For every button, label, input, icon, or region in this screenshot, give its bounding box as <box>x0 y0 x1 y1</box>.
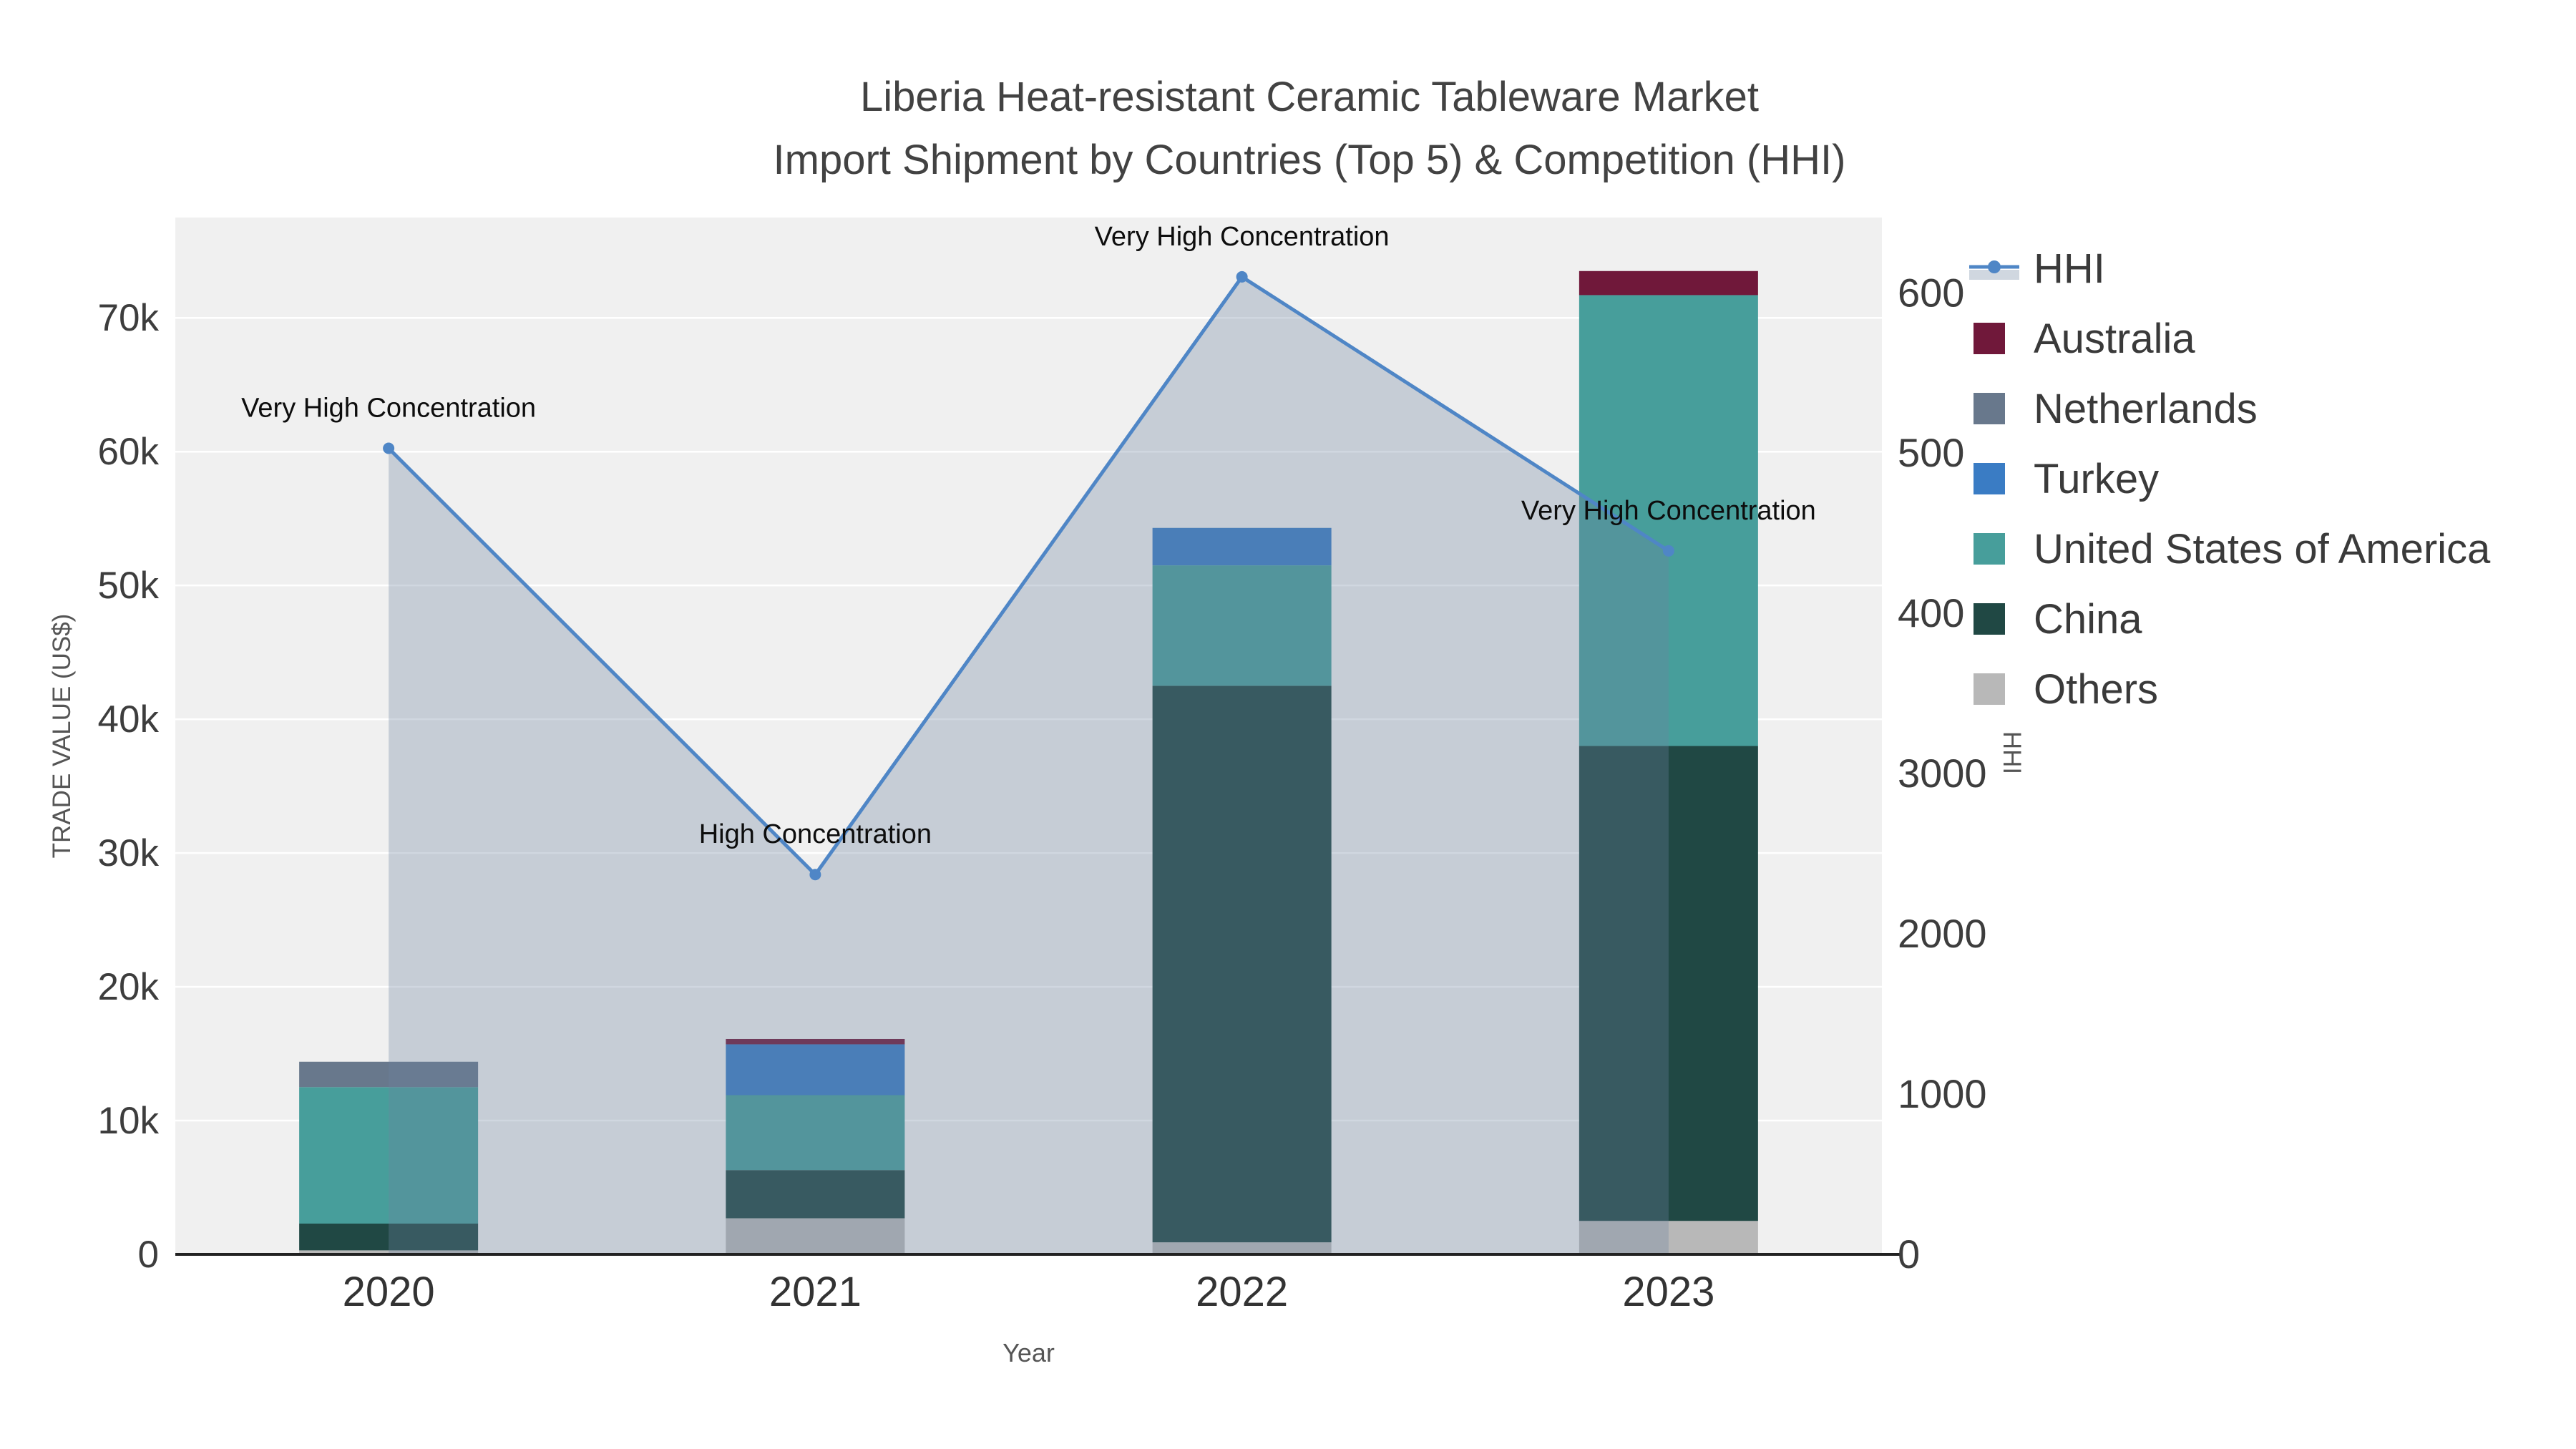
svg-text:600: 600 <box>1898 270 1964 315</box>
svg-text:50k: 50k <box>98 565 160 607</box>
svg-text:Very High Concentration: Very High Concentration <box>1521 496 1816 526</box>
svg-text:2022: 2022 <box>1196 1269 1288 1315</box>
legend: HHI Australia Netherlands Turkey United … <box>1966 233 2490 724</box>
legend-item-turkey[interactable]: Turkey <box>1966 444 2490 514</box>
legend-label-netherlands: Netherlands <box>2034 385 2258 432</box>
legend-label-australia: Australia <box>2034 315 2195 362</box>
svg-text:1000: 1000 <box>1898 1071 1987 1116</box>
legend-item-hhi[interactable]: HHI <box>1966 233 2490 303</box>
legend-item-australia[interactable]: Australia <box>1966 303 2490 374</box>
legend-label-others: Others <box>2034 665 2159 713</box>
legend-label-turkey: Turkey <box>2034 455 2160 502</box>
svg-text:400: 400 <box>1898 590 1964 635</box>
svg-text:70k: 70k <box>98 297 160 339</box>
legend-item-china[interactable]: China <box>1966 584 2490 654</box>
svg-text:3000: 3000 <box>1898 751 1987 796</box>
svg-text:500: 500 <box>1898 430 1964 475</box>
netherlands-swatch-icon <box>1966 391 2022 426</box>
hhi-line-icon <box>1966 251 2022 286</box>
svg-text:40k: 40k <box>98 698 160 741</box>
svg-text:Very High Concentration: Very High Concentration <box>1095 222 1390 252</box>
svg-text:2023: 2023 <box>1622 1269 1714 1315</box>
svg-text:0: 0 <box>1898 1231 1920 1277</box>
legend-item-others[interactable]: Others <box>1966 654 2490 724</box>
legend-label-china: China <box>2034 595 2142 643</box>
svg-text:High Concentration: High Concentration <box>699 819 932 849</box>
legend-item-usa[interactable]: United States of America <box>1966 514 2490 584</box>
svg-text:60k: 60k <box>98 431 160 473</box>
svg-text:HHI: HHI <box>1998 731 2026 774</box>
usa-swatch-icon <box>1966 532 2022 566</box>
chart-title-line2: Import Shipment by Countries (Top 5) & C… <box>773 137 1846 183</box>
legend-item-netherlands[interactable]: Netherlands <box>1966 374 2490 444</box>
others-swatch-icon <box>1966 672 2022 706</box>
svg-text:30k: 30k <box>98 832 160 874</box>
chart-title: Liberia Heat-resistant Ceramic Tableware… <box>43 66 2576 192</box>
svg-text:10k: 10k <box>98 1100 160 1142</box>
svg-text:TRADE VALUE (US$): TRADE VALUE (US$) <box>48 614 76 859</box>
svg-text:2020: 2020 <box>343 1269 435 1315</box>
svg-text:Very High Concentration: Very High Concentration <box>241 393 536 423</box>
svg-text:2000: 2000 <box>1898 911 1987 956</box>
chart-title-line1: Liberia Heat-resistant Ceramic Tableware… <box>859 74 1760 120</box>
turkey-swatch-icon <box>1966 462 2022 496</box>
china-swatch-icon <box>1966 602 2022 636</box>
legend-label-usa: United States of America <box>2034 525 2491 572</box>
australia-swatch-icon <box>1966 321 2022 356</box>
svg-text:2021: 2021 <box>769 1269 862 1315</box>
legend-label-hhi: HHI <box>2034 245 2105 292</box>
svg-text:Year: Year <box>1002 1338 1055 1367</box>
svg-text:0: 0 <box>138 1234 159 1276</box>
svg-text:20k: 20k <box>98 966 160 1008</box>
